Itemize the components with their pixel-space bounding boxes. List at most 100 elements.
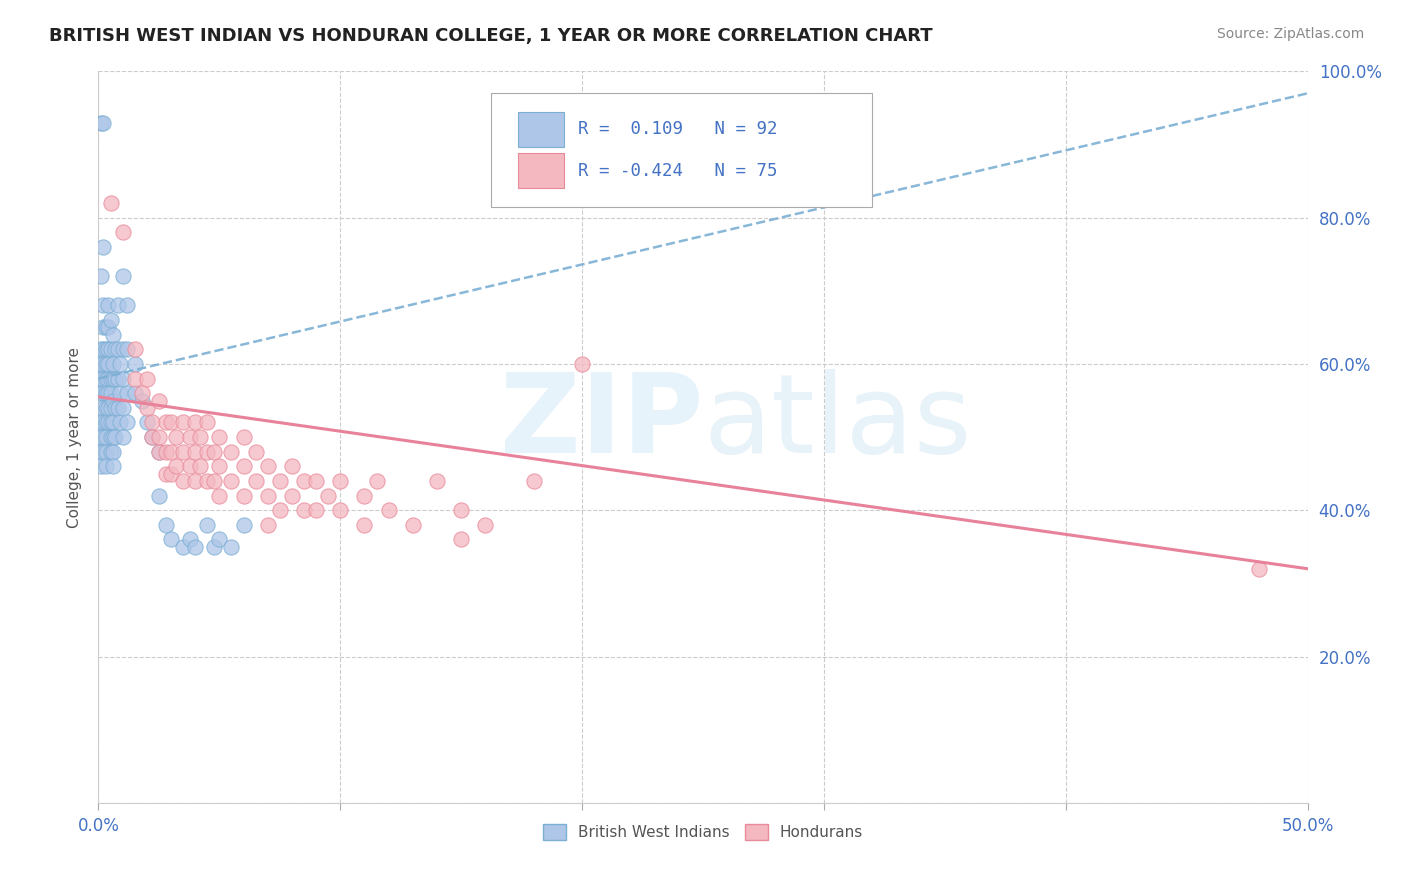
Point — [94, 444, 117, 458]
Point — [172, 416, 194, 430]
Point — [305, 474, 328, 488]
Point — [90, 343, 112, 357]
Point — [232, 517, 254, 532]
Point — [94, 401, 117, 415]
Point — [208, 430, 231, 444]
Point — [90, 430, 112, 444]
Text: R = -0.424   N = 75: R = -0.424 N = 75 — [578, 161, 778, 180]
Point — [160, 533, 183, 547]
Point — [94, 386, 117, 401]
Text: Source: ZipAtlas.com: Source: ZipAtlas.com — [1216, 27, 1364, 41]
Point — [204, 474, 226, 488]
Point — [131, 386, 153, 401]
Point — [221, 444, 243, 458]
Point — [155, 517, 177, 532]
Point — [94, 371, 117, 385]
Point — [172, 540, 194, 554]
Point — [104, 430, 127, 444]
Point — [184, 474, 207, 488]
Point — [450, 533, 472, 547]
Point — [117, 298, 139, 312]
Point — [172, 444, 194, 458]
Point — [208, 459, 231, 474]
Point — [97, 320, 120, 334]
Point — [91, 357, 114, 371]
Point — [141, 416, 163, 430]
Point — [111, 225, 134, 239]
Point — [141, 430, 163, 444]
Point — [100, 343, 122, 357]
Point — [353, 489, 375, 503]
Y-axis label: College, 1 year or more: College, 1 year or more — [67, 347, 83, 527]
Point — [155, 467, 177, 481]
Point — [97, 371, 120, 385]
Point — [108, 416, 131, 430]
Point — [148, 444, 170, 458]
Point — [329, 503, 352, 517]
Point — [90, 357, 112, 371]
Point — [195, 444, 218, 458]
Point — [97, 357, 120, 371]
Point — [107, 401, 129, 415]
Point — [117, 386, 139, 401]
Point — [91, 343, 114, 357]
Point — [256, 459, 278, 474]
Point — [366, 474, 388, 488]
Point — [104, 343, 127, 357]
Point — [101, 327, 124, 342]
Point — [101, 371, 124, 385]
Legend: British West Indians, Hondurans: British West Indians, Hondurans — [537, 818, 869, 847]
Point — [269, 474, 291, 488]
Point — [160, 444, 183, 458]
Point — [141, 430, 163, 444]
Point — [101, 393, 124, 408]
Point — [131, 393, 153, 408]
Point — [148, 489, 170, 503]
Point — [179, 533, 201, 547]
Point — [426, 474, 449, 488]
Point — [329, 474, 352, 488]
Point — [107, 371, 129, 385]
Point — [256, 489, 278, 503]
Point — [94, 430, 117, 444]
Point — [100, 313, 122, 327]
Point — [208, 533, 231, 547]
Point — [195, 517, 218, 532]
Point — [117, 343, 139, 357]
Point — [353, 517, 375, 532]
Point — [179, 459, 201, 474]
Point — [100, 401, 122, 415]
Point — [91, 401, 114, 415]
Point — [281, 489, 304, 503]
Point — [124, 371, 146, 385]
Point — [94, 320, 117, 334]
Point — [155, 416, 177, 430]
Point — [1249, 562, 1271, 576]
Point — [474, 517, 496, 532]
Point — [292, 474, 315, 488]
Point — [90, 444, 112, 458]
Point — [97, 298, 120, 312]
Point — [269, 503, 291, 517]
Point — [94, 416, 117, 430]
Point — [100, 386, 122, 401]
Point — [107, 298, 129, 312]
Point — [160, 467, 183, 481]
Point — [91, 416, 114, 430]
Point — [97, 416, 120, 430]
Point — [204, 444, 226, 458]
Point — [91, 320, 114, 334]
Point — [101, 416, 124, 430]
Point — [91, 371, 114, 385]
Point — [204, 540, 226, 554]
Point — [160, 416, 183, 430]
Point — [195, 416, 218, 430]
Point — [100, 430, 122, 444]
Point — [111, 269, 134, 284]
Point — [104, 401, 127, 415]
Point — [124, 357, 146, 371]
Point — [172, 474, 194, 488]
Point — [97, 401, 120, 415]
Point — [292, 503, 315, 517]
Point — [91, 240, 114, 254]
